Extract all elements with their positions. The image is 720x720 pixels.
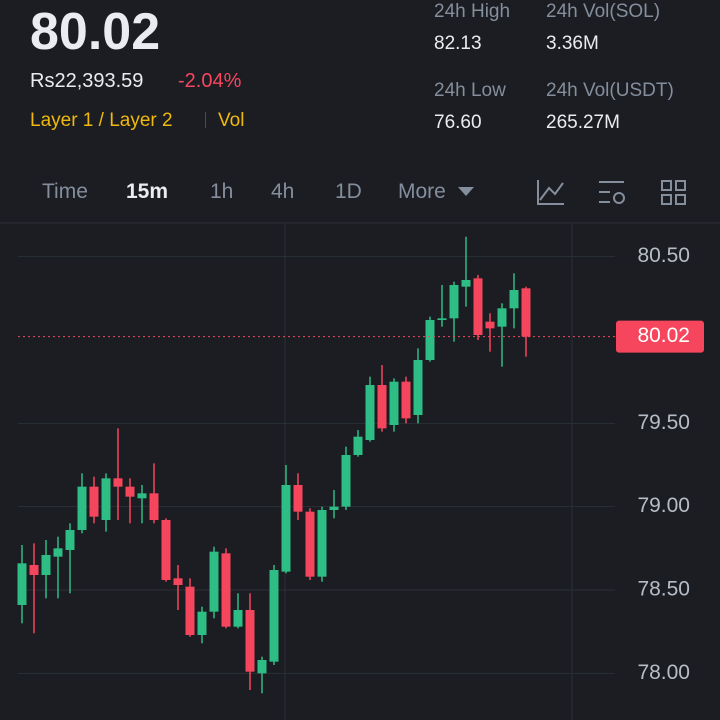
price: 80.02	[30, 3, 161, 61]
candle-body	[17, 563, 27, 605]
candle-body	[149, 493, 159, 520]
candle-body	[53, 548, 63, 557]
last-price-label: 80.02	[637, 324, 690, 347]
candle-body	[497, 308, 507, 327]
tab[interactable]: 15m	[126, 180, 169, 203]
settings-icon[interactable]	[599, 181, 624, 203]
y-tick-label: 78.50	[637, 578, 690, 601]
stat-value: 3.36M	[546, 33, 599, 54]
candle-body	[269, 570, 279, 662]
candle-body	[89, 486, 99, 517]
candle-body	[353, 436, 363, 455]
grid-icon	[675, 194, 686, 205]
candle-body	[257, 660, 267, 674]
last-price-tag	[616, 320, 704, 353]
y-tick-label: 79.00	[637, 494, 690, 517]
fiat-price: Rs22,393.59	[30, 70, 144, 92]
candle-body	[509, 290, 519, 309]
candle-body	[41, 555, 51, 575]
grid-icon[interactable]	[661, 180, 672, 191]
candle-body	[401, 381, 411, 419]
tag[interactable]: Layer 1 / Layer 2	[30, 110, 173, 131]
candle-body	[449, 285, 459, 319]
tag[interactable]: Vol	[218, 110, 245, 131]
stat-value: 76.60	[434, 112, 482, 133]
candle-body	[437, 318, 447, 320]
change: -2.04%	[178, 70, 242, 92]
stat-value: 265.27M	[546, 112, 620, 133]
candle-body	[101, 478, 111, 520]
candle-body	[317, 510, 327, 577]
candle-body	[245, 610, 255, 672]
stat-label: 24h Vol(SOL)	[546, 1, 661, 22]
candle-body	[209, 551, 219, 612]
candle-body	[137, 493, 147, 499]
stat-label: 24h Vol(USDT)	[546, 80, 674, 101]
y-tick-label: 80.50	[637, 244, 690, 267]
grid-icon	[661, 194, 672, 205]
stat-label: 24h High	[434, 1, 511, 22]
stat-value: 82.13	[434, 33, 482, 54]
y-tick-label: 78.00	[637, 661, 690, 684]
candle-body	[29, 565, 39, 575]
candle-body	[173, 578, 183, 585]
candle-body	[413, 360, 423, 415]
tab[interactable]: 1D	[335, 180, 362, 203]
tab[interactable]: 4h	[271, 180, 295, 203]
candle-body	[305, 511, 315, 577]
y-tick-label: 79.50	[637, 411, 690, 434]
candle-body	[365, 385, 375, 440]
tab[interactable]: Time	[42, 180, 88, 203]
tab[interactable]: 1h	[210, 180, 234, 203]
grid-icon	[675, 180, 686, 191]
candle-body	[425, 320, 435, 360]
candle-body	[221, 553, 231, 627]
candle-body	[125, 486, 135, 497]
tab[interactable]: More	[398, 180, 446, 203]
candle-body	[65, 530, 75, 550]
candle-body	[197, 611, 207, 635]
candle-body	[281, 485, 291, 572]
candle-body	[113, 478, 123, 487]
settings-icon-dot	[613, 192, 625, 204]
indicator-icon[interactable]	[537, 180, 564, 205]
candle-body	[473, 278, 483, 335]
candle-body	[77, 486, 87, 530]
candle-body	[161, 520, 171, 580]
candle-body	[389, 381, 399, 425]
stat-label: 24h Low	[434, 80, 506, 101]
separator	[205, 112, 206, 128]
candle-body	[293, 485, 303, 512]
candle-body	[341, 455, 351, 507]
candle-body	[485, 321, 495, 329]
candle-body	[377, 385, 387, 429]
dropdown-arrow	[458, 187, 474, 196]
candle-body	[233, 610, 243, 627]
candle-body	[461, 280, 471, 287]
candle-body	[329, 506, 339, 510]
candle-body	[521, 288, 531, 337]
candle-body	[185, 586, 195, 635]
